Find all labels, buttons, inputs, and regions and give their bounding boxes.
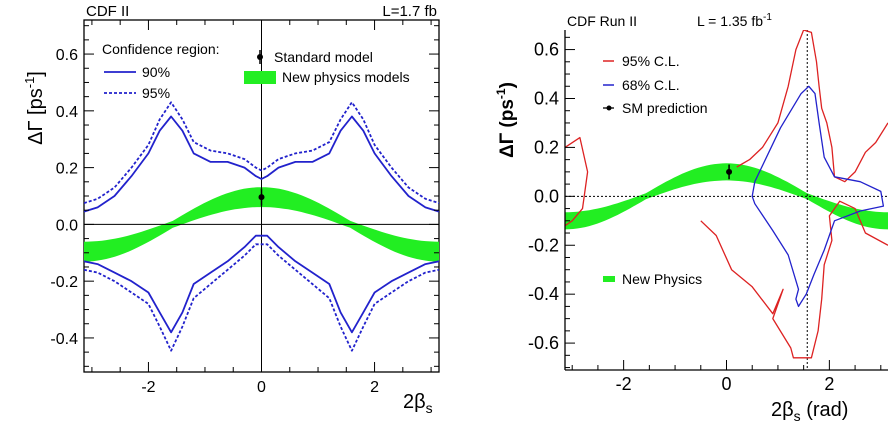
right-luminosity: L = 1.35 fb-1 xyxy=(697,12,772,29)
right-legend-np-swatch xyxy=(603,276,615,282)
right-reference-lines xyxy=(565,30,888,370)
left-confidence-curves xyxy=(84,101,439,352)
r-y-tick-label: 0.2 xyxy=(534,137,559,157)
right-contour-1 xyxy=(700,200,888,359)
r-band-area xyxy=(565,163,888,230)
right-legend-sm-label: SM prediction xyxy=(622,100,708,116)
left-legend-sm-marker xyxy=(257,54,263,60)
left-curve-90-lower xyxy=(84,234,439,334)
left-legend-sm-label: Standard model xyxy=(274,49,373,65)
right-new-physics-band xyxy=(565,163,888,230)
left-curve-95-lower xyxy=(84,243,439,352)
right-x-ticks: -2 0 2 xyxy=(571,360,882,394)
r-x-tick-label: -2 xyxy=(616,374,632,394)
l-y-tick-label: -0.4 xyxy=(50,331,78,348)
l-y-tick-label: 0.6 xyxy=(56,47,78,64)
left-sm-point xyxy=(258,188,265,206)
left-x-axis-label: 2βs xyxy=(403,391,433,416)
left-title: CDF II xyxy=(86,3,129,20)
left-y-ticks: -0.4 -0.2 0.0 0.2 0.4 0.6 xyxy=(50,25,439,367)
l-x-tick-label: 0 xyxy=(257,379,266,396)
right-legend-95-label: 95% C.L. xyxy=(622,53,680,69)
left-panel: -0.4 -0.2 0.0 0.2 0.4 0.6 -2 0 2 CDF II L=1.7 f… xyxy=(22,3,440,416)
r-y-tick-label: 0.4 xyxy=(534,88,559,108)
left-legend-band-swatch xyxy=(244,71,276,84)
left-legend-95-label: 95% xyxy=(142,85,170,101)
left-legend-band-label: New physics models xyxy=(282,69,410,85)
l-sm-marker xyxy=(258,194,265,201)
right-sm-point xyxy=(726,164,733,180)
right-contour-2 xyxy=(736,30,888,183)
right-contour-0 xyxy=(565,136,589,227)
r-x-tick-label: 2 xyxy=(824,374,834,394)
l-x-tick-label: -2 xyxy=(141,379,155,396)
right-confidence-contours xyxy=(565,30,888,359)
r-sm-marker xyxy=(726,168,733,175)
right-contour-3 xyxy=(751,85,885,308)
r-y-tick-label: -0.4 xyxy=(528,284,559,304)
left-luminosity: L=1.7 fb xyxy=(382,3,437,20)
right-panel: -0.6 -0.4 -0.2 0.0 0.2 0.4 0.6 -2 0 2 CDF Run II… xyxy=(494,12,888,424)
left-legend-90-label: 90% xyxy=(142,64,170,80)
right-legend-np-label: New Physics xyxy=(622,271,702,287)
r-y-tick-label: 0.6 xyxy=(534,40,559,60)
r-x-tick-label: 0 xyxy=(721,374,731,394)
l-y-tick-label: -0.2 xyxy=(50,274,78,291)
right-title: CDF Run II xyxy=(567,13,637,29)
r-y-tick-label: -0.6 xyxy=(528,333,559,353)
right-y-axis-label: ΔΓ (ps-1) xyxy=(494,82,518,158)
right-y-ticks: -0.6 -0.4 -0.2 0.0 0.2 0.4 0.6 xyxy=(528,36,575,369)
r-y-tick-label: 0.0 xyxy=(534,186,559,206)
right-legend-sm-marker xyxy=(606,105,612,111)
left-curve-95-upper xyxy=(84,101,439,204)
l-x-tick-label: 2 xyxy=(370,379,379,396)
left-y-axis-label: ΔΓ [ps-1] xyxy=(22,71,47,145)
left-legend-title: Confidence region: xyxy=(102,41,220,57)
right-legend-68-label: 68% C.L. xyxy=(622,77,680,93)
l-y-tick-label: 0.0 xyxy=(56,217,78,234)
r-y-tick-label: -0.2 xyxy=(528,235,559,255)
right-x-axis-label: 2βs (rad) xyxy=(771,399,848,424)
l-y-tick-label: 0.4 xyxy=(56,104,78,121)
l-y-tick-label: 0.2 xyxy=(56,161,78,178)
left-curve-90-upper xyxy=(84,115,439,213)
left-x-ticks: -2 0 2 xyxy=(91,20,432,396)
